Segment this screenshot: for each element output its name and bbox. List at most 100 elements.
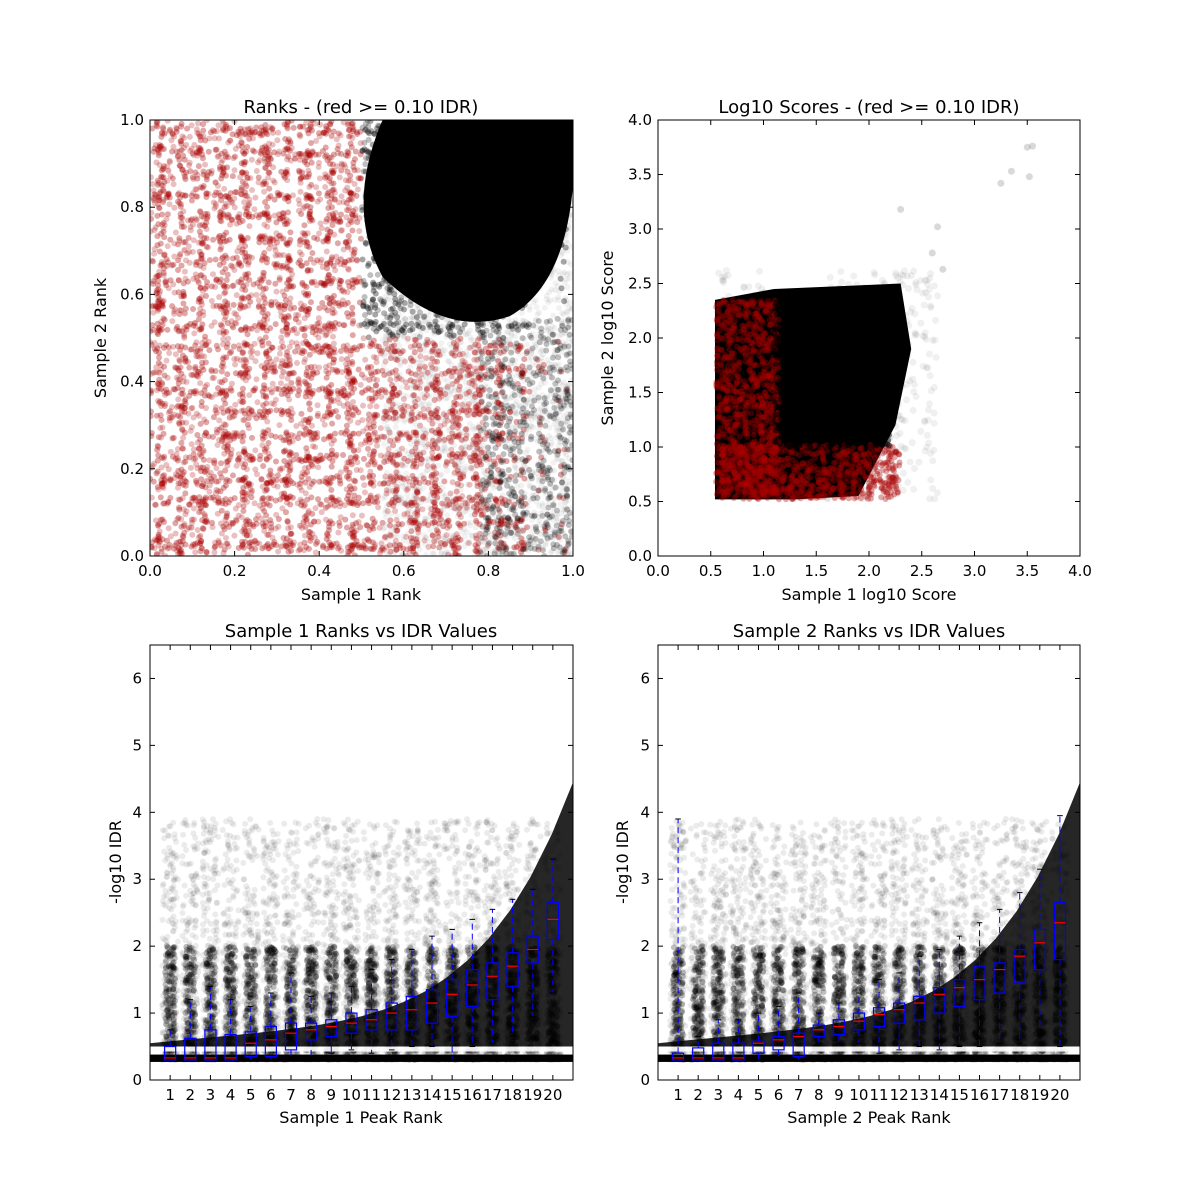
rank-point: [529, 495, 536, 502]
rank-point: [512, 442, 519, 449]
rank-point: [343, 524, 350, 531]
rank-point: [503, 438, 510, 445]
rank-point: [448, 344, 455, 351]
rank-point: [360, 303, 367, 310]
rank-point: [202, 518, 209, 525]
rank-point: [518, 393, 525, 400]
rank-point: [279, 328, 286, 335]
rank-point: [493, 541, 500, 548]
rank-point: [267, 325, 274, 332]
rank-point: [157, 412, 164, 419]
rank-point: [422, 365, 429, 372]
rank-point: [178, 466, 185, 473]
rank-point: [542, 337, 549, 344]
rank-point: [396, 343, 403, 350]
rank-point: [290, 385, 297, 392]
rank-point: [441, 347, 448, 354]
rank-point: [472, 356, 479, 363]
rank-point: [223, 276, 230, 283]
rank-point: [548, 435, 555, 442]
rank-point: [547, 480, 554, 487]
rank-point: [533, 304, 540, 311]
rank-point: [441, 478, 448, 485]
rank-point: [428, 322, 435, 329]
rank-point: [532, 341, 539, 348]
rank-point: [388, 403, 395, 410]
rank-point: [426, 408, 433, 415]
rank-point: [555, 294, 562, 301]
rank-point: [447, 405, 454, 412]
rank-point: [438, 549, 445, 556]
rank-point: [288, 450, 295, 457]
rank-point: [226, 350, 233, 357]
rank-point: [411, 484, 418, 491]
rank-point: [199, 525, 206, 532]
rank-point: [555, 268, 562, 275]
rank-point: [192, 365, 199, 372]
rank-point: [421, 532, 428, 539]
rank-point: [524, 414, 531, 421]
rank-point: [423, 385, 430, 392]
rank-point: [336, 321, 343, 328]
rank-point: [399, 482, 406, 489]
rank-point: [514, 454, 521, 461]
rank-point: [493, 472, 500, 479]
rank-point: [495, 382, 502, 389]
rank-point: [387, 377, 394, 384]
rank-point: [438, 339, 445, 346]
rank-point: [485, 541, 492, 548]
rank-point: [250, 281, 257, 288]
rank-point: [451, 456, 458, 463]
rank-point: [469, 461, 476, 468]
rank-point: [471, 440, 478, 447]
rank-point: [564, 240, 571, 247]
rank-point: [491, 512, 498, 519]
rank-point: [394, 431, 401, 438]
rank-point: [327, 280, 334, 287]
rank-point: [441, 551, 448, 556]
rank-point: [359, 474, 366, 481]
rank-point: [564, 271, 571, 278]
rank-point: [446, 367, 453, 374]
rank-point: [427, 495, 434, 502]
rank-point: [504, 420, 511, 427]
rank-point: [518, 482, 525, 489]
rank-point: [272, 321, 279, 328]
rank-point: [381, 413, 388, 420]
rank-point: [418, 402, 425, 409]
rank-point: [206, 347, 213, 354]
rank-point: [530, 469, 537, 476]
rank-point: [442, 501, 449, 508]
rank-point: [512, 504, 519, 511]
rank-point: [194, 432, 201, 439]
rank-point: [425, 516, 432, 523]
rank-point: [335, 413, 342, 420]
rank-point: [415, 413, 422, 420]
rank-point: [355, 366, 362, 373]
rank-point: [360, 455, 367, 462]
rank-point: [198, 390, 205, 397]
rank-point: [530, 397, 537, 404]
rank-point: [507, 494, 514, 501]
rank-point: [555, 304, 562, 311]
rank-point: [539, 474, 546, 481]
rank-point: [266, 502, 273, 509]
rank-point: [316, 305, 323, 312]
rank-point: [224, 271, 231, 278]
rank-point: [329, 420, 336, 427]
rank-point: [492, 416, 499, 423]
rank-point: [380, 388, 387, 395]
ranks-point-cloud: [150, 120, 573, 556]
rank-point: [402, 500, 409, 507]
rank-point: [412, 476, 419, 483]
rank-point: [439, 433, 446, 440]
rank-point: [525, 424, 532, 431]
rank-point: [418, 499, 425, 506]
rank-point: [419, 441, 426, 448]
rank-point: [434, 445, 441, 452]
rank-point: [435, 349, 442, 356]
rank-point: [555, 547, 562, 554]
rank-point: [253, 415, 260, 422]
rank-point: [533, 362, 540, 369]
rank-point: [526, 388, 533, 395]
